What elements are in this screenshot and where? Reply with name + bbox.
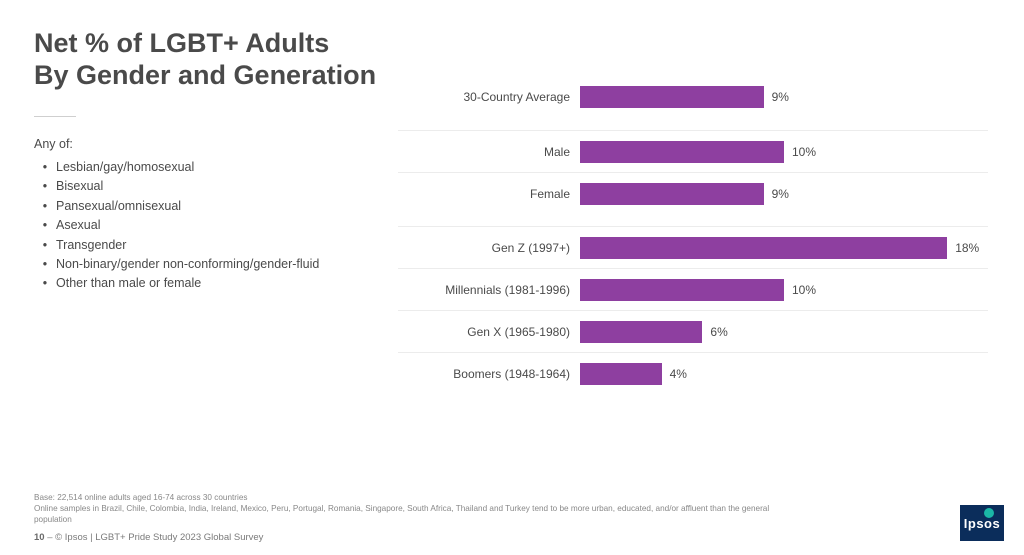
bar-area: 10%	[580, 269, 988, 310]
bar	[580, 363, 662, 385]
chart-row: Boomers (1948-1964) 4%	[398, 352, 988, 394]
chart-row: Female 9%	[398, 172, 988, 214]
bar-label: Boomers (1948-1964)	[398, 367, 580, 381]
logo-accent-icon	[984, 508, 994, 518]
bar-value: 9%	[764, 187, 789, 201]
bar-value: 10%	[784, 283, 816, 297]
chart-row: Male 10%	[398, 130, 988, 172]
chart-group: Gen Z (1997+) 18% Millennials (1981-1996) 1…	[398, 226, 988, 394]
definition-item: Pansexual/omnisexual	[34, 197, 374, 216]
chart-group: 30-Country Average 9%	[398, 76, 988, 118]
definition-item: Asexual	[34, 216, 374, 235]
chart-group: Male 10% Female 9%	[398, 130, 988, 214]
definition-item: Lesbian/gay/homosexual	[34, 158, 374, 177]
bar-area: 4%	[580, 353, 988, 394]
footnotes: Base: 22,514 online adults aged 16-74 ac…	[34, 492, 794, 525]
bar	[580, 321, 702, 343]
definition-item: Non-binary/gender non-conforming/gender-…	[34, 255, 374, 274]
bar-label: 30-Country Average	[398, 90, 580, 104]
page-number: 10	[34, 532, 45, 543]
bar-label: Male	[398, 145, 580, 159]
bar-value: 6%	[702, 325, 727, 339]
bar-area: 6%	[580, 311, 988, 352]
bar	[580, 183, 764, 205]
bar	[580, 86, 764, 108]
definition-intro: Any of:	[34, 135, 374, 154]
chart-row: Gen X (1965-1980) 6%	[398, 310, 988, 352]
footer-text: © Ipsos | LGBT+ Pride Study 2023 Global …	[55, 532, 263, 543]
bar-label: Female	[398, 187, 580, 201]
footer-line: 10 – © Ipsos | LGBT+ Pride Study 2023 Gl…	[34, 532, 263, 543]
bar-area: 10%	[580, 131, 988, 172]
bar-value: 10%	[784, 145, 816, 159]
definition-list: Lesbian/gay/homosexualBisexualPansexual/…	[34, 158, 374, 294]
bar-area: 9%	[580, 76, 988, 118]
bar-value: 4%	[662, 367, 687, 381]
logo-text: Ipsos	[964, 516, 1000, 531]
definition-item: Other than male or female	[34, 274, 374, 293]
slide: Net % of LGBT+ Adults By Gender and Gene…	[0, 0, 1024, 555]
bar	[580, 279, 784, 301]
bar-value: 18%	[947, 241, 979, 255]
chart-row: Gen Z (1997+) 18%	[398, 226, 988, 268]
bar-label: Gen X (1965-1980)	[398, 325, 580, 339]
ipsos-logo: Ipsos	[960, 505, 1004, 541]
bar-label: Millennials (1981-1996)	[398, 283, 580, 297]
bar-value: 9%	[764, 90, 789, 104]
chart-row: 30-Country Average 9%	[398, 76, 988, 118]
chart-groups: 30-Country Average 9% Male 10% Female 9% Gen Z…	[398, 76, 988, 394]
bar-chart: 30-Country Average 9% Male 10% Female 9% Gen Z…	[398, 76, 988, 394]
footnote-line-2: Online samples in Brazil, Chile, Colombi…	[34, 503, 794, 525]
bar	[580, 237, 947, 259]
bar-label: Gen Z (1997+)	[398, 241, 580, 255]
bar-area: 9%	[580, 173, 988, 214]
bar-area: 18%	[580, 227, 988, 268]
definition-item: Transgender	[34, 236, 374, 255]
definition-block: Any of: Lesbian/gay/homosexualBisexualPa…	[34, 135, 374, 294]
bar	[580, 141, 784, 163]
footer-sep: –	[45, 532, 56, 543]
chart-row: Millennials (1981-1996) 10%	[398, 268, 988, 310]
definition-item: Bisexual	[34, 177, 374, 196]
title-divider	[34, 116, 76, 117]
footnote-line-1: Base: 22,514 online adults aged 16-74 ac…	[34, 492, 794, 503]
title-line-1: Net % of LGBT+ Adults	[34, 28, 992, 60]
